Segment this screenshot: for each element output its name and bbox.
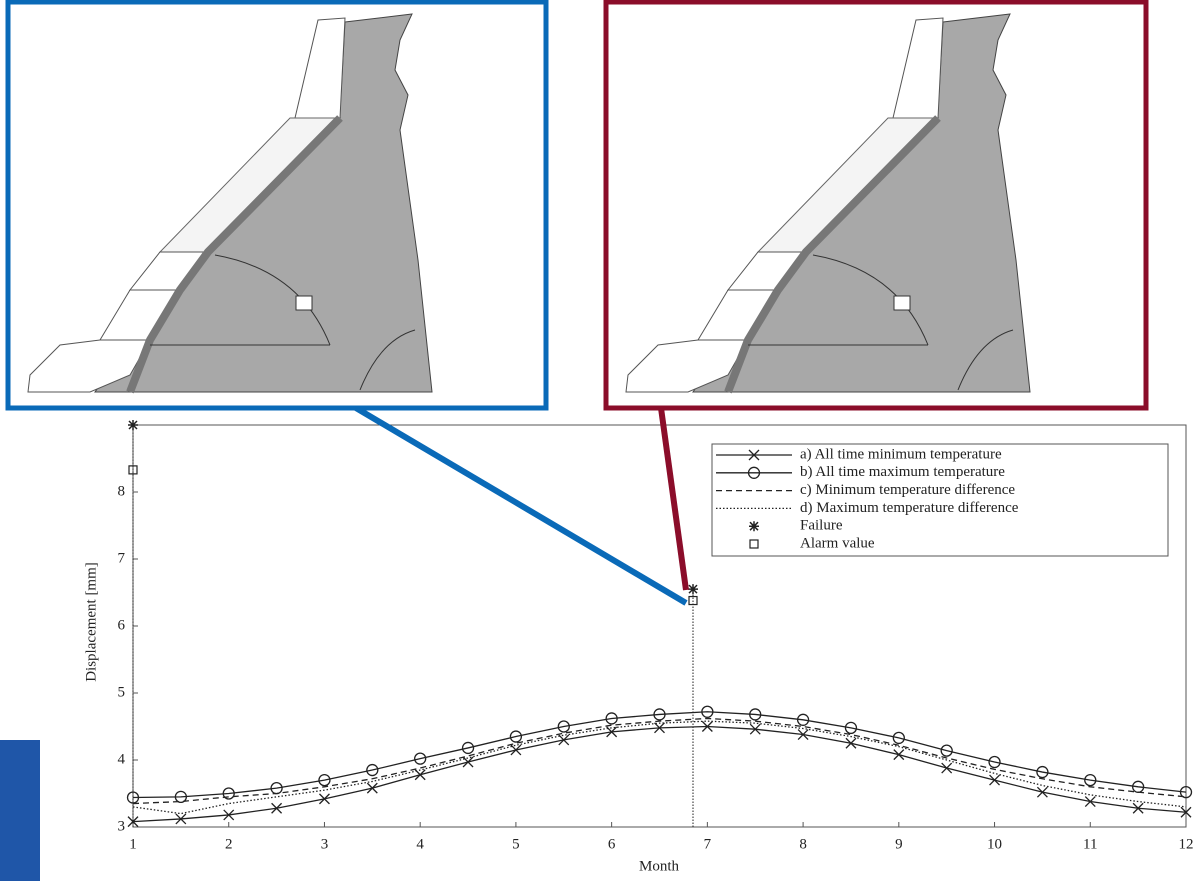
x-tick-label: 2 bbox=[225, 836, 233, 852]
x-tick-label: 10 bbox=[987, 836, 1002, 852]
x-tick-label: 11 bbox=[1083, 836, 1097, 852]
marker bbox=[894, 750, 904, 760]
marker bbox=[749, 521, 759, 531]
x-axis-label: Month bbox=[639, 858, 680, 874]
series-line bbox=[133, 727, 1186, 822]
legend-label: Alarm value bbox=[800, 535, 875, 551]
legend-label: b) All time maximum temperature bbox=[800, 464, 1005, 480]
legend-label: d) Maximum temperature difference bbox=[800, 500, 1019, 516]
series-line bbox=[133, 721, 1186, 813]
legend-label: a) All time minimum temperature bbox=[800, 446, 1002, 462]
y-tick-label: 6 bbox=[118, 617, 126, 633]
marker bbox=[319, 794, 329, 804]
connector-red bbox=[661, 408, 686, 590]
marker bbox=[990, 775, 1000, 785]
side-tab bbox=[0, 740, 40, 881]
x-tick-label: 4 bbox=[416, 836, 424, 852]
x-tick-label: 9 bbox=[895, 836, 903, 852]
page: {"chart_data": {"type": "line", "x": [1,… bbox=[0, 0, 1201, 881]
chart: 123456789101112345678 Month Displacement… bbox=[0, 0, 1201, 881]
y-tick-label: 7 bbox=[118, 550, 126, 566]
marker bbox=[511, 745, 521, 755]
legend-label: c) Minimum temperature difference bbox=[800, 482, 1015, 498]
x-tick-label: 6 bbox=[608, 836, 616, 852]
x-tick-label: 1 bbox=[129, 836, 137, 852]
y-tick-label: 4 bbox=[118, 751, 126, 767]
x-tick-label: 7 bbox=[704, 836, 712, 852]
marker bbox=[688, 584, 698, 594]
series-line bbox=[133, 712, 1186, 798]
legend-label: Failure bbox=[800, 518, 843, 534]
marker bbox=[942, 763, 952, 773]
marker bbox=[1037, 787, 1047, 797]
connector-blue bbox=[356, 408, 686, 603]
y-axis-label: Displacement [mm] bbox=[83, 562, 99, 682]
x-tick-label: 8 bbox=[799, 836, 807, 852]
y-tick-label: 5 bbox=[118, 684, 126, 700]
marker bbox=[128, 420, 138, 430]
y-tick-label: 8 bbox=[118, 483, 126, 499]
x-tick-label: 5 bbox=[512, 836, 520, 852]
series-line bbox=[133, 718, 1186, 803]
legend: a) All time minimum temperature b) All ti… bbox=[712, 444, 1168, 556]
x-tick-label: 12 bbox=[1179, 836, 1194, 852]
y-tick-label: 3 bbox=[118, 818, 126, 834]
x-tick-label: 3 bbox=[321, 836, 329, 852]
marker bbox=[367, 783, 377, 793]
